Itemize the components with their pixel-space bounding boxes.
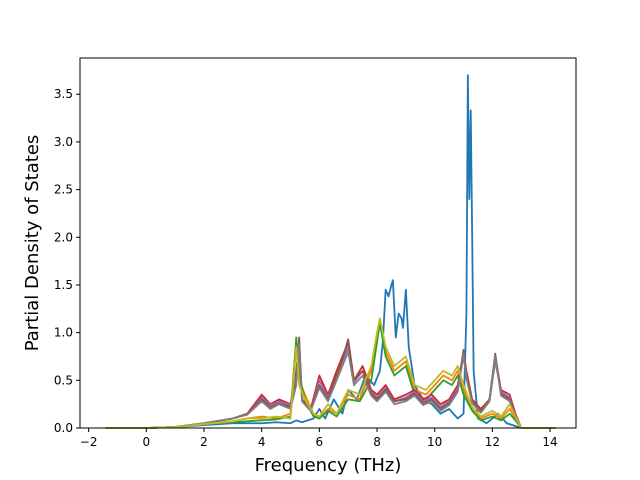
plot-frame — [79, 57, 577, 429]
axes-layer — [79, 57, 577, 429]
x-tick-label: 14 — [542, 435, 557, 449]
y-axis-label: Partial Density of States — [22, 135, 43, 352]
y-tick-label: 2.5 — [54, 183, 73, 197]
x-tick-label: 12 — [485, 435, 500, 449]
plot-area — [80, 58, 576, 428]
series-line-1 — [105, 74, 556, 429]
x-ticks: −2 0 2 4 6 8 10 12 14 — [80, 428, 558, 449]
x-tick-label: 10 — [427, 435, 442, 449]
y-tick-label: 0.5 — [54, 373, 73, 387]
x-tick-label: 6 — [316, 435, 324, 449]
y-tick-label: 3.5 — [54, 87, 73, 101]
y-tick-label: 3.0 — [54, 135, 73, 149]
series-line-7 — [105, 343, 556, 429]
y-ticks: 0.0 0.5 1.0 1.5 2.0 2.5 3.0 3.5 — [54, 87, 80, 435]
x-tick-label: 4 — [258, 435, 266, 449]
y-tick-label: 1.5 — [54, 278, 73, 292]
x-tick-label: 2 — [200, 435, 208, 449]
y-tick-label: 2.0 — [54, 230, 73, 244]
y-tick-label: 0.0 — [54, 421, 73, 435]
series-layer — [105, 74, 556, 429]
series-line-3 — [105, 322, 556, 429]
x-tick-label: 8 — [373, 435, 381, 449]
series-line-8 — [105, 317, 556, 429]
x-tick-label: −2 — [80, 435, 98, 449]
x-axis-label: Frequency (THz) — [255, 455, 402, 476]
y-tick-label: 1.0 — [54, 326, 73, 340]
x-tick-label: 0 — [143, 435, 151, 449]
